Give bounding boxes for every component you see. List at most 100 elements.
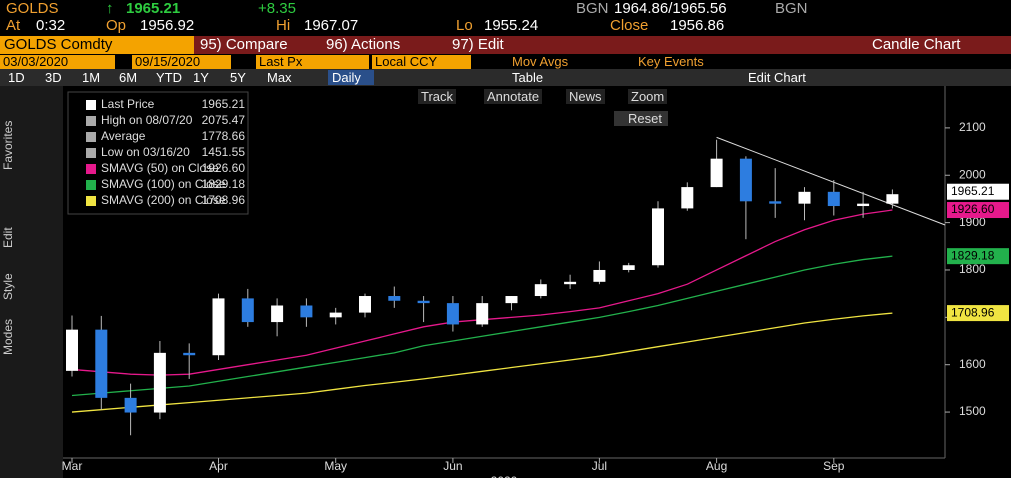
period-button[interactable]: 3D xyxy=(45,70,62,85)
chart-tool[interactable]: Zoom xyxy=(628,89,668,104)
candle-body xyxy=(652,208,664,266)
x-tick-label: Mar xyxy=(62,459,83,473)
legend-value: 1926.60 xyxy=(202,161,246,175)
y-tick-label: 1500 xyxy=(959,404,986,418)
label: Close xyxy=(610,17,649,34)
candle-body xyxy=(476,303,489,325)
x-tick-label: Jun xyxy=(443,459,462,473)
y-tick-label: 2100 xyxy=(959,120,986,134)
candle-body xyxy=(359,296,371,313)
value: 1967.07 xyxy=(304,17,359,34)
left-toolbar xyxy=(0,86,63,478)
edit-chart-button[interactable]: Edit Chart xyxy=(748,70,806,85)
x-tick-label: Apr xyxy=(209,459,228,473)
candle-body xyxy=(681,187,694,209)
candle-body xyxy=(271,305,284,323)
axis-value-box xyxy=(947,248,1009,265)
axis-value-box xyxy=(947,202,1009,219)
candle-body xyxy=(329,312,342,318)
bid-ask: 1964.86/1965.56 xyxy=(614,0,727,17)
legend-value: 1708.96 xyxy=(202,193,246,207)
candle-body xyxy=(95,329,108,398)
candle-body xyxy=(739,158,752,202)
table-button[interactable]: Table xyxy=(512,70,544,85)
candle-body xyxy=(886,194,899,204)
period-button[interactable]: Max xyxy=(267,70,292,85)
legend-swatch xyxy=(86,180,96,190)
label: Hi xyxy=(276,17,291,34)
candle-body xyxy=(417,300,430,304)
chart: 1500160017001800190020002100MarAprMayJun… xyxy=(0,86,1009,478)
y-tick-label: 1600 xyxy=(959,357,986,371)
moving-average xyxy=(71,255,893,397)
label: At xyxy=(6,17,21,34)
legend-value: 1829.18 xyxy=(202,177,246,191)
candle-body xyxy=(710,158,723,188)
label: Lo xyxy=(456,17,473,34)
axis-value-box xyxy=(947,183,1009,200)
candle-body xyxy=(827,191,840,207)
chart-tool[interactable]: Track xyxy=(418,89,457,104)
chart-tool[interactable]: News xyxy=(566,89,605,104)
axis-value-label: 1708.96 xyxy=(951,305,995,319)
period-button[interactable]: 1M xyxy=(82,70,101,85)
legend-label: Average xyxy=(101,129,146,143)
x-tick-label: Aug xyxy=(706,459,727,473)
legend-box xyxy=(67,91,249,215)
reset-button[interactable]: Reset xyxy=(614,111,668,126)
mov-avgs[interactable]: Mov Avgs xyxy=(512,54,569,69)
legend-value: 1965.21 xyxy=(202,97,246,111)
x-tick-label: Jul xyxy=(592,459,607,473)
legend-label: Last Price xyxy=(101,97,155,111)
candle-body xyxy=(153,352,166,413)
last: 1965.21 xyxy=(126,0,181,17)
field[interactable]: Last Px xyxy=(256,55,369,69)
axis-value-label: 1965.21 xyxy=(951,184,995,198)
moving-average xyxy=(71,312,893,413)
candle-body xyxy=(66,329,78,371)
menu-item[interactable]: 97) Edit xyxy=(452,36,504,53)
y-tick-label: 1800 xyxy=(959,262,986,276)
moving-average xyxy=(71,209,893,376)
candle-body xyxy=(798,191,811,204)
candle-body xyxy=(212,298,225,356)
value: 0:32 xyxy=(36,17,66,34)
period-button[interactable]: YTD xyxy=(156,70,182,85)
frequency[interactable]: Daily xyxy=(328,70,374,85)
legend-swatch xyxy=(86,100,96,110)
chart-tool[interactable]: Annotate xyxy=(484,89,543,104)
side-tab[interactable]: Modes xyxy=(1,318,15,355)
period-button[interactable]: 5Y xyxy=(230,70,246,85)
legend-value: 2075.47 xyxy=(202,113,246,127)
ask-src: BGN xyxy=(775,0,808,17)
security[interactable]: GOLDS Comdty xyxy=(0,36,194,54)
candle-body xyxy=(593,269,606,282)
bid-src: BGN xyxy=(576,0,609,17)
side-tab[interactable]: Edit xyxy=(1,227,15,248)
menu-item[interactable]: 96) Actions xyxy=(326,36,401,53)
legend-value: 1451.55 xyxy=(202,145,246,159)
candle-body xyxy=(446,303,459,325)
side-tab[interactable]: Favorites xyxy=(1,120,15,170)
period-button[interactable]: 1D xyxy=(8,70,25,85)
start-date[interactable]: 03/03/2020 xyxy=(0,55,115,69)
candle-body xyxy=(564,281,577,285)
key-events[interactable]: Key Events xyxy=(638,54,704,69)
trendline xyxy=(716,136,946,226)
end-date[interactable]: 09/15/2020 xyxy=(132,55,231,69)
arrow: ↑ xyxy=(106,0,114,17)
period-button[interactable]: 6M xyxy=(119,70,138,85)
axis-value-label: 1829.18 xyxy=(951,248,995,262)
toolbar xyxy=(0,69,1011,86)
change: +8.35 xyxy=(258,0,296,17)
currency[interactable]: Local CCY xyxy=(372,55,471,69)
candle-body xyxy=(300,305,313,318)
period-button[interactable]: 1Y xyxy=(193,70,209,85)
side-tab[interactable]: Style xyxy=(1,273,15,300)
candle-body xyxy=(388,296,401,301)
menu-bar xyxy=(0,36,1011,54)
legend-label: SMAVG (200) on Close xyxy=(101,193,226,207)
menu-item[interactable]: 95) Compare xyxy=(200,36,288,53)
candle-body xyxy=(534,284,547,297)
